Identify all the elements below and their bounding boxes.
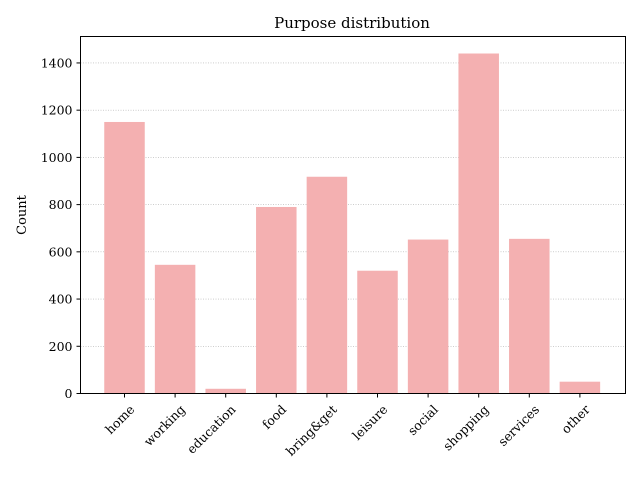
y-tick-label: 200 [49,339,73,354]
y-tick-label: 800 [49,197,73,212]
plot-frame [80,36,626,394]
x-tick-label: social [405,402,441,438]
y-tick-label: 0 [65,386,73,401]
x-tick-label: home [102,402,137,437]
x-tick-label: working [141,402,188,449]
y-axis-title: Count [15,194,30,235]
bar-other [559,381,601,394]
y-tick-label: 1200 [41,103,73,118]
y-axis: 0 200 400 600 800 1000 1200 1400 [41,55,81,401]
bar-home [104,121,145,394]
y-tick-label: 1400 [41,55,73,70]
x-tick-label: shopping [440,402,492,454]
bars [104,53,601,394]
bar-education [205,388,246,394]
bar-food [256,206,297,394]
bar-shopping [458,53,499,394]
x-tick-label: education [184,402,239,457]
bar-bring&get [306,176,348,394]
bar-working [154,264,196,394]
y-tick-label: 400 [49,292,73,307]
bar-leisure [357,270,398,394]
x-tick-label: services [495,402,542,449]
chart-title: Purpose distribution [274,14,430,32]
y-tick-label: 600 [49,244,73,259]
x-tick-label: leisure [349,402,390,443]
y-tick-label: 1000 [41,150,73,165]
bar-services [509,238,550,394]
x-tick-label: bring&get [283,402,340,459]
x-tick-label: other [558,402,593,437]
x-tick-label: food [259,402,289,432]
bar-social [407,239,449,394]
